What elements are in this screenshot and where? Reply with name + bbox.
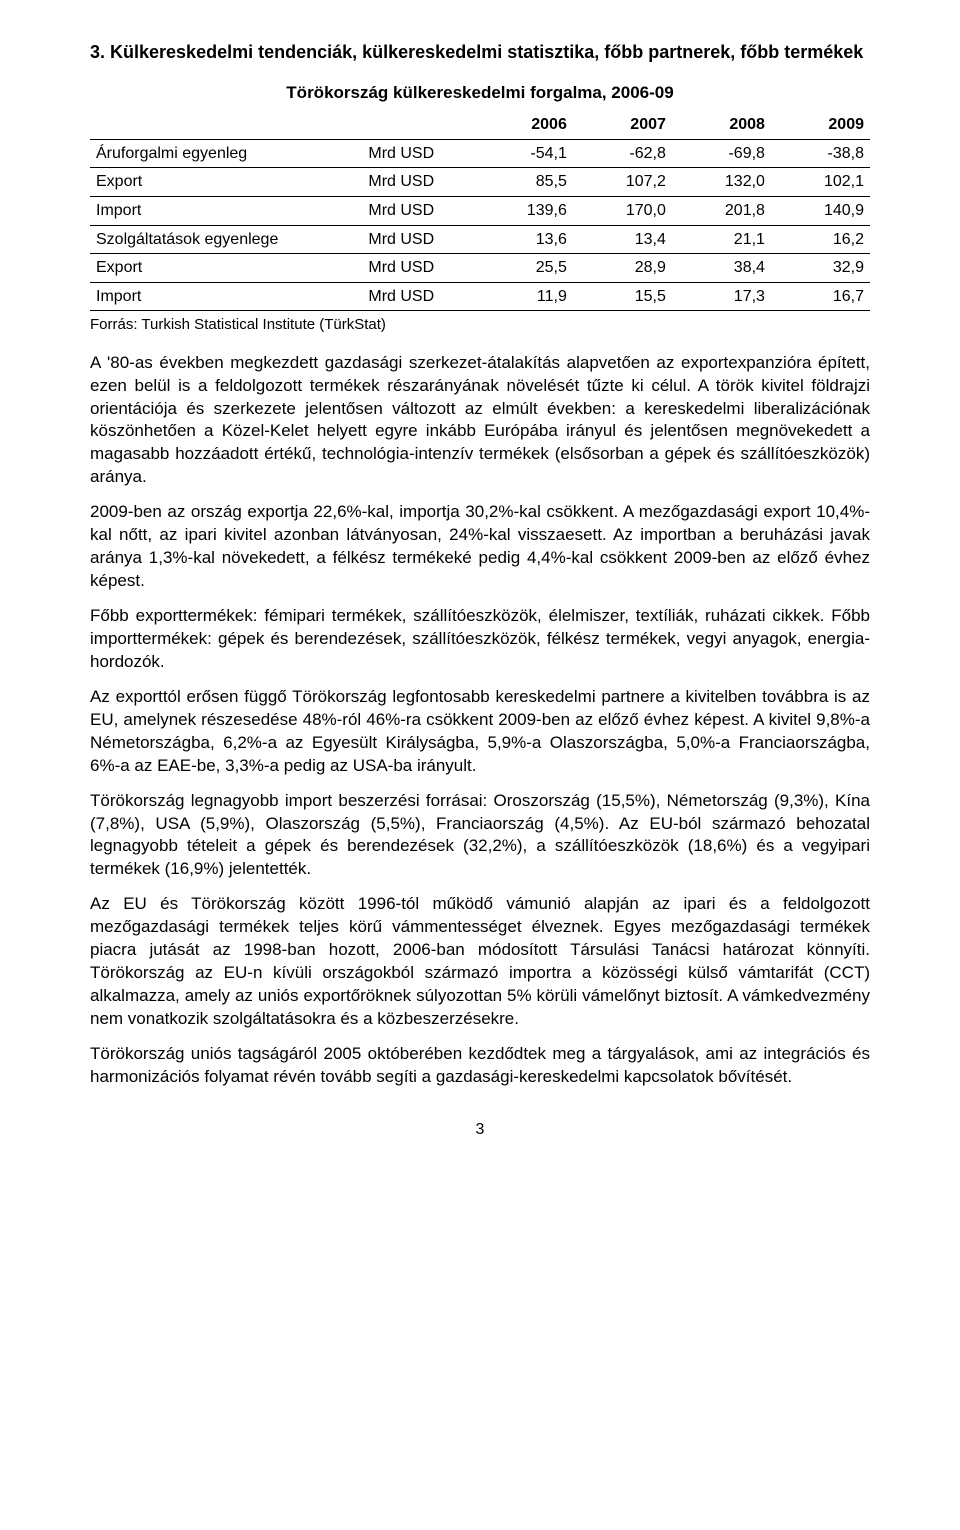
row-value: 13,4 bbox=[573, 225, 672, 254]
row-value: 32,9 bbox=[771, 254, 870, 283]
table-header-row: 2006 2007 2008 2009 bbox=[90, 111, 870, 139]
row-unit: Mrd USD bbox=[362, 225, 473, 254]
row-unit: Mrd USD bbox=[362, 139, 473, 168]
row-value: 28,9 bbox=[573, 254, 672, 283]
row-value: 132,0 bbox=[672, 168, 771, 197]
row-value: 13,6 bbox=[474, 225, 573, 254]
row-value: 201,8 bbox=[672, 197, 771, 226]
row-unit: Mrd USD bbox=[362, 282, 473, 311]
body-paragraph: Az EU és Törökország között 1996-tól műk… bbox=[90, 893, 870, 1031]
row-value: -62,8 bbox=[573, 139, 672, 168]
row-unit: Mrd USD bbox=[362, 197, 473, 226]
row-label: Import bbox=[90, 197, 362, 226]
row-value: 107,2 bbox=[573, 168, 672, 197]
row-value: -69,8 bbox=[672, 139, 771, 168]
row-unit: Mrd USD bbox=[362, 254, 473, 283]
body-paragraph: A '80-as években megkezdett gazdasági sz… bbox=[90, 352, 870, 490]
table-title: Törökország külkereskedelmi forgalma, 20… bbox=[90, 82, 870, 105]
section-heading: 3. Külkereskedelmi tendenciák, külkeresk… bbox=[90, 40, 870, 64]
table-row: Szolgáltatások egyenlegeMrd USD13,613,42… bbox=[90, 225, 870, 254]
body-paragraph: Törökország uniós tagságáról 2005 októbe… bbox=[90, 1043, 870, 1089]
row-value: -38,8 bbox=[771, 139, 870, 168]
row-value: 85,5 bbox=[474, 168, 573, 197]
table-row: ImportMrd USD11,915,517,316,7 bbox=[90, 282, 870, 311]
row-label: Szolgáltatások egyenlege bbox=[90, 225, 362, 254]
header-blank bbox=[90, 111, 362, 139]
row-value: 16,7 bbox=[771, 282, 870, 311]
table-row: ImportMrd USD139,6170,0201,8140,9 bbox=[90, 197, 870, 226]
table-row: Áruforgalmi egyenlegMrd USD-54,1-62,8-69… bbox=[90, 139, 870, 168]
body-paragraph: 2009-ben az ország exportja 22,6%-kal, i… bbox=[90, 501, 870, 593]
header-year: 2007 bbox=[573, 111, 672, 139]
row-value: 16,2 bbox=[771, 225, 870, 254]
table-row: ExportMrd USD25,528,938,432,9 bbox=[90, 254, 870, 283]
row-value: 25,5 bbox=[474, 254, 573, 283]
row-label: Export bbox=[90, 168, 362, 197]
row-label: Áruforgalmi egyenleg bbox=[90, 139, 362, 168]
header-blank-unit bbox=[362, 111, 473, 139]
body-paragraph: Az exporttól erősen függő Törökország le… bbox=[90, 686, 870, 778]
row-value: 11,9 bbox=[474, 282, 573, 311]
row-value: 102,1 bbox=[771, 168, 870, 197]
row-unit: Mrd USD bbox=[362, 168, 473, 197]
table-row: ExportMrd USD85,5107,2132,0102,1 bbox=[90, 168, 870, 197]
page-number: 3 bbox=[90, 1119, 870, 1141]
row-value: 21,1 bbox=[672, 225, 771, 254]
row-value: 15,5 bbox=[573, 282, 672, 311]
header-year: 2009 bbox=[771, 111, 870, 139]
body-paragraph: Főbb exporttermékek: fémipari termékek, … bbox=[90, 605, 870, 674]
row-label: Export bbox=[90, 254, 362, 283]
header-year: 2008 bbox=[672, 111, 771, 139]
row-value: 140,9 bbox=[771, 197, 870, 226]
table-source: Forrás: Turkish Statistical Institute (T… bbox=[90, 315, 870, 335]
row-value: -54,1 bbox=[474, 139, 573, 168]
trade-table: 2006 2007 2008 2009 Áruforgalmi egyenleg… bbox=[90, 111, 870, 311]
row-value: 170,0 bbox=[573, 197, 672, 226]
row-value: 139,6 bbox=[474, 197, 573, 226]
row-value: 17,3 bbox=[672, 282, 771, 311]
header-year: 2006 bbox=[474, 111, 573, 139]
body-paragraph: Törökország legnagyobb import beszerzési… bbox=[90, 790, 870, 882]
row-label: Import bbox=[90, 282, 362, 311]
row-value: 38,4 bbox=[672, 254, 771, 283]
